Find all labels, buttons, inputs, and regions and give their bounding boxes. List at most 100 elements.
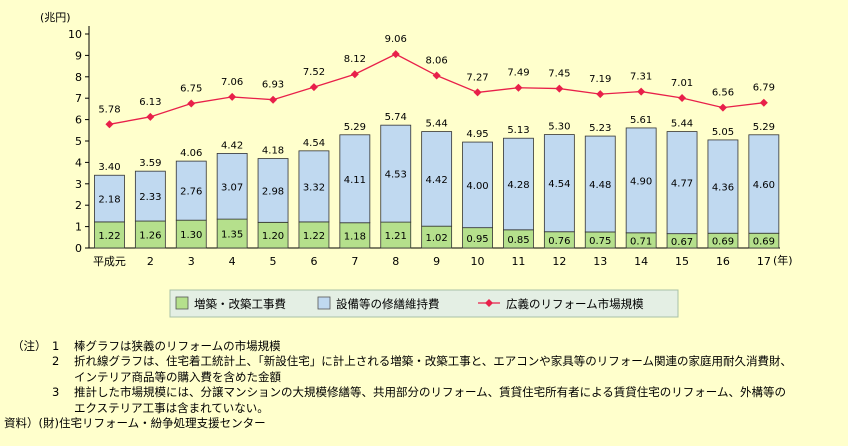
y-tick-label: 9 (75, 49, 82, 62)
x-tick-label: 16 (716, 255, 730, 268)
x-tick-label: 5 (270, 255, 277, 268)
note-text: インテリア商品等の購入費を含めた金額 (74, 369, 281, 384)
bar-addition (216, 218, 248, 249)
bar-maintenance (503, 137, 534, 231)
value-label-broad-market: 7.27 (466, 72, 488, 83)
value-label-addition: 0.85 (507, 235, 529, 246)
bar-value-labels: 1.22 2.18 3.40 1.26 2.33 3.59 1.30 2.76 4.06 1.35… (98, 112, 775, 248)
value-label-broad-market: 6.56 (712, 88, 734, 99)
legend-label-addition: 増築・改築工事費 (194, 297, 286, 311)
line-point (269, 95, 278, 104)
note-text: 棒グラフは狭義のリフォームの市場規模 (74, 339, 281, 353)
bar-maintenance (134, 170, 166, 222)
value-label-total: 3.59 (139, 158, 161, 169)
x-tick-label: 10 (471, 255, 485, 268)
value-label-total: 3.40 (98, 162, 120, 173)
line-point (391, 50, 400, 59)
bar-maintenance (625, 127, 657, 234)
y-tick-label: 5 (75, 135, 82, 148)
note-item-3-continued: エクステリア工事は含まれていない。 (4, 401, 844, 416)
bar-maintenance (707, 139, 739, 234)
source: 資料）(財)住宅リフォーム・紛争処理支援センター (4, 416, 266, 431)
y-tick-label: 7 (75, 92, 82, 105)
value-label-maintenance: 2.98 (262, 186, 284, 197)
legend-label-broad-market: 広義のリフォーム市場規模 (506, 297, 644, 311)
note-label: （注） (12, 339, 47, 353)
value-label-addition: 1.18 (344, 231, 366, 242)
value-label-addition: 1.22 (303, 231, 325, 242)
value-label-broad-market: 8.06 (426, 56, 448, 67)
bar-maintenance (748, 134, 780, 234)
value-label-total: 5.44 (671, 119, 693, 130)
note-item-1: （注） 1 棒グラフは狭義のリフォームの市場規模 (4, 339, 844, 354)
legend-label-maintenance: 設備等の修繕維持費 (336, 297, 440, 311)
bar-maintenance (584, 135, 616, 233)
value-label-addition: 0.67 (671, 237, 693, 248)
line-point (718, 103, 727, 112)
value-label-total: 5.05 (712, 127, 734, 138)
value-label-total: 5.29 (753, 122, 775, 133)
value-label-broad-market: 6.75 (180, 84, 202, 95)
value-label-maintenance: 3.07 (221, 182, 243, 193)
x-tick-label: 9 (433, 255, 440, 268)
x-tick-label: 2 (147, 255, 154, 268)
bar-maintenance (175, 160, 207, 221)
value-label-addition: 0.69 (753, 237, 775, 248)
note-text: 推計した市場規模には、分譲マンションの大規模修繕等、共用部分のリフォーム、賃貸住… (74, 385, 786, 400)
value-label-addition: 0.76 (548, 236, 570, 247)
value-label-total: 5.30 (548, 122, 570, 133)
notes: （注） 1 棒グラフは狭義のリフォームの市場規模 2 折れ線グラフは、住宅着工統… (4, 339, 844, 431)
bar-series (94, 124, 780, 249)
line-point (678, 93, 687, 102)
bar-maintenance (257, 158, 289, 223)
value-label-broad-market: 5.78 (98, 104, 120, 115)
line-point (309, 83, 318, 92)
value-label-total: 5.61 (630, 115, 652, 126)
note-text: 折れ線グラフは、住宅着工統計上、「新設住宅」に計上される増築・改築工事と、エアコ… (74, 354, 792, 369)
value-label-addition: 1.20 (262, 231, 284, 242)
value-label-broad-market: 7.01 (671, 78, 693, 89)
value-label-total: 4.54 (303, 138, 325, 149)
x-tick-label: 12 (552, 255, 566, 268)
legend-box (169, 289, 679, 318)
y-tick-label: 0 (75, 242, 82, 255)
value-label-addition: 0.69 (712, 237, 734, 248)
bar-maintenance (666, 131, 698, 235)
note-text: エクステリア工事は含まれていない。 (74, 400, 269, 415)
value-label-total: 5.29 (344, 122, 366, 133)
value-label-addition: 0.71 (630, 236, 652, 247)
y-tick-label: 8 (75, 71, 82, 84)
line-point (514, 83, 523, 92)
x-tick-label: 8 (392, 255, 399, 268)
value-label-broad-market: 7.06 (221, 77, 243, 88)
bar-maintenance (339, 134, 371, 224)
bar-maintenance (216, 153, 248, 220)
note-item-2-continued: インテリア商品等の購入費を含めた金額 (4, 370, 844, 385)
x-axis-tick-labels: 平成元 2 3 4 5 6 7 8 9 10 11 12 13 14 15 16 17 (93, 255, 771, 268)
value-label-maintenance: 4.48 (589, 180, 611, 191)
line-point (596, 90, 605, 99)
value-label-total: 4.18 (262, 146, 284, 157)
x-tick-label: 11 (511, 255, 525, 268)
bar-addition (257, 221, 289, 249)
x-tick-label: 平成元 (93, 255, 126, 268)
value-label-broad-market: 9.06 (385, 34, 407, 45)
y-axis-unit-label: (兆円) (40, 11, 71, 24)
value-label-total: 4.06 (180, 148, 202, 159)
legend: 増築・改築工事費 設備等の修繕維持費 広義のリフォーム市場規模 (169, 289, 679, 318)
line-point (759, 98, 768, 107)
bar-addition (298, 221, 330, 249)
line-point (146, 112, 155, 121)
value-label-maintenance: 4.11 (344, 175, 366, 186)
x-tick-label: 3 (188, 255, 195, 268)
x-tick-label: 4 (229, 255, 236, 268)
note-number: 2 (52, 354, 60, 369)
value-label-maintenance: 4.54 (548, 179, 570, 190)
x-tick-label: 7 (351, 255, 358, 268)
x-tick-label: 15 (675, 255, 689, 268)
value-label-broad-market: 6.79 (753, 83, 775, 94)
value-label-total: 4.42 (221, 140, 243, 151)
value-label-total: 5.23 (589, 123, 611, 134)
value-label-addition: 1.30 (180, 230, 202, 241)
x-tick-label: 17 (757, 255, 771, 268)
